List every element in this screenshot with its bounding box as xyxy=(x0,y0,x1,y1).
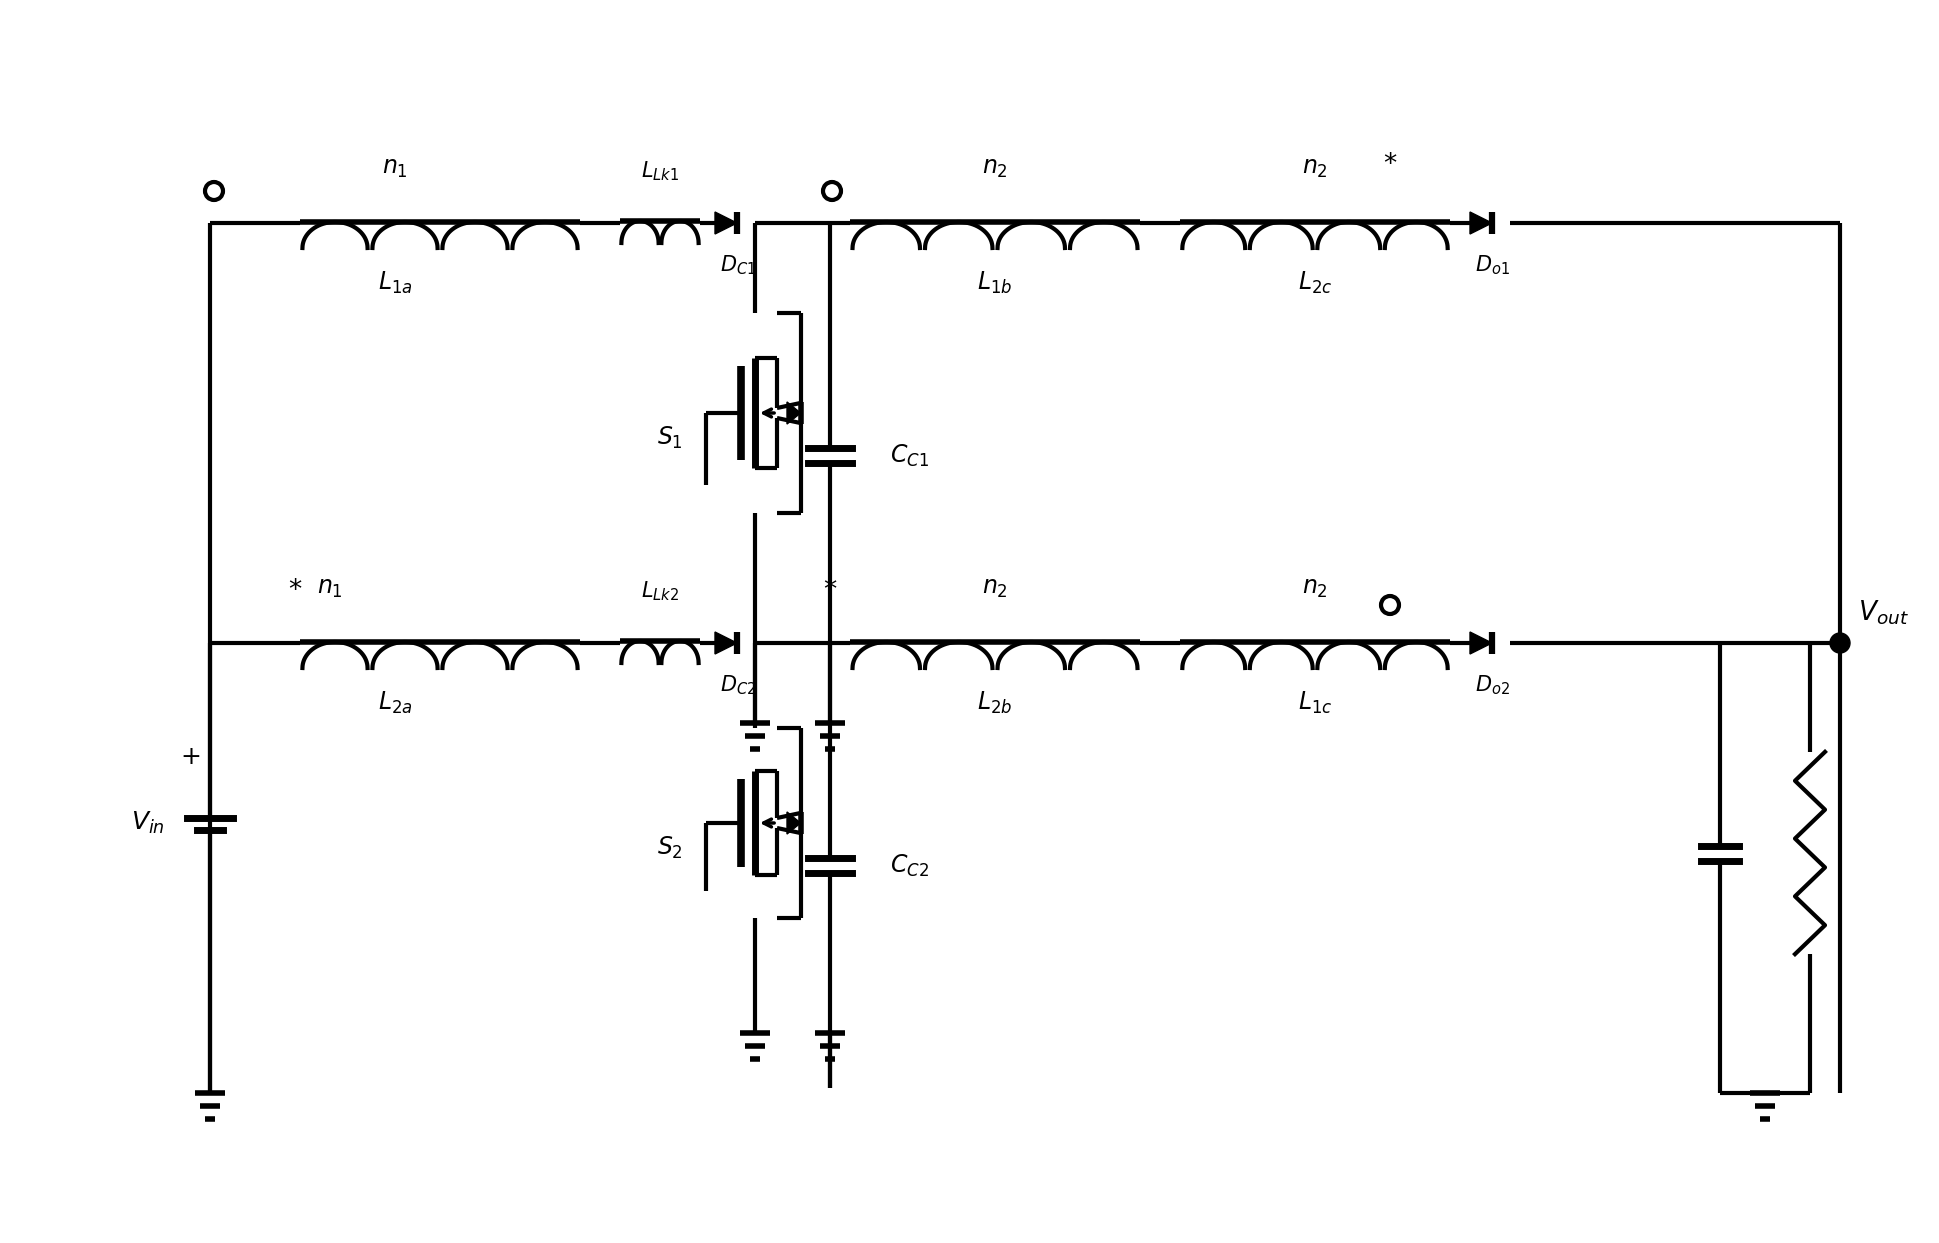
Text: $n_2$: $n_2$ xyxy=(981,576,1008,600)
Text: $*$: $*$ xyxy=(287,576,302,600)
Text: $n_2$: $n_2$ xyxy=(981,157,1008,180)
Text: $C_{C1}$: $C_{C1}$ xyxy=(890,443,929,469)
Text: $+$: $+$ xyxy=(180,745,200,769)
Text: $V_{in}$: $V_{in}$ xyxy=(132,810,165,837)
Text: $n_1$: $n_1$ xyxy=(382,157,407,180)
Text: $S_2$: $S_2$ xyxy=(657,835,683,861)
Text: $V_{out}$: $V_{out}$ xyxy=(1858,599,1908,628)
Text: $L_{1a}$: $L_{1a}$ xyxy=(378,270,413,296)
Text: $L_{Lk2}$: $L_{Lk2}$ xyxy=(642,579,679,603)
Text: $n_2$: $n_2$ xyxy=(1303,157,1328,180)
Polygon shape xyxy=(715,631,737,654)
Circle shape xyxy=(1830,633,1850,653)
Text: $n_1$: $n_1$ xyxy=(318,576,343,600)
Text: $n_2$: $n_2$ xyxy=(1303,576,1328,600)
Polygon shape xyxy=(715,213,737,234)
Text: $S_1$: $S_1$ xyxy=(657,425,683,451)
Polygon shape xyxy=(787,812,801,834)
Text: $L_{2c}$: $L_{2c}$ xyxy=(1297,270,1332,296)
Text: $L_{1b}$: $L_{1b}$ xyxy=(977,270,1012,296)
Polygon shape xyxy=(787,401,801,424)
Polygon shape xyxy=(1470,213,1491,234)
Text: $*$: $*$ xyxy=(822,576,838,600)
Text: $D_{C2}$: $D_{C2}$ xyxy=(719,674,756,697)
Text: $D_{o1}$: $D_{o1}$ xyxy=(1474,254,1509,277)
Text: $D_{C1}$: $D_{C1}$ xyxy=(719,254,756,277)
Text: $*$: $*$ xyxy=(1383,150,1398,175)
Polygon shape xyxy=(1470,631,1491,654)
Text: $L_{Lk1}$: $L_{Lk1}$ xyxy=(642,159,679,183)
Text: $L_{2b}$: $L_{2b}$ xyxy=(977,690,1012,716)
Text: $L_{1c}$: $L_{1c}$ xyxy=(1297,690,1332,716)
Text: $C_{C2}$: $C_{C2}$ xyxy=(890,853,929,879)
Text: $D_{o2}$: $D_{o2}$ xyxy=(1474,674,1509,697)
Text: $L_{2a}$: $L_{2a}$ xyxy=(378,690,413,716)
